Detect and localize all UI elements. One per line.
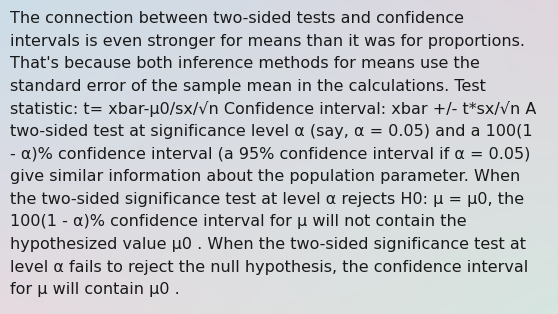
Text: level α fails to reject the null hypothesis, the confidence interval: level α fails to reject the null hypothe… — [10, 260, 528, 275]
Text: That's because both inference methods for means use the: That's because both inference methods fo… — [10, 56, 480, 71]
Text: intervals is even stronger for means than it was for proportions.: intervals is even stronger for means tha… — [10, 34, 525, 49]
Text: the two-sided significance test at level α rejects H0: μ = μ0, the: the two-sided significance test at level… — [10, 192, 524, 207]
Text: give similar information about the population parameter. When: give similar information about the popul… — [10, 169, 520, 184]
Text: for μ will contain μ0 .: for μ will contain μ0 . — [10, 282, 180, 297]
Text: The connection between two-sided tests and confidence: The connection between two-sided tests a… — [10, 11, 464, 26]
Text: - α)% confidence interval (a 95% confidence interval if α = 0.05): - α)% confidence interval (a 95% confide… — [10, 147, 531, 162]
Text: standard error of the sample mean in the calculations. Test: standard error of the sample mean in the… — [10, 79, 486, 94]
Text: hypothesized value μ0 . When the two-sided significance test at: hypothesized value μ0 . When the two-sid… — [10, 237, 526, 252]
Text: two-sided test at significance level α (say, α = 0.05) and a 100(1: two-sided test at significance level α (… — [10, 124, 533, 139]
Text: 100(1 - α)% confidence interval for μ will not contain the: 100(1 - α)% confidence interval for μ wi… — [10, 214, 466, 230]
Text: statistic: t= xbar-μ0/sx/√n Confidence interval: xbar +/- t*sx/√n A: statistic: t= xbar-μ0/sx/√n Confidence i… — [10, 101, 536, 117]
